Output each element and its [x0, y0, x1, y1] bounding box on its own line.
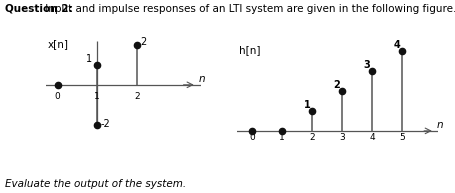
- Text: 0: 0: [55, 92, 60, 101]
- Text: 0: 0: [249, 133, 254, 142]
- Text: -2: -2: [100, 119, 110, 129]
- Text: h[n]: h[n]: [238, 45, 259, 55]
- Text: 2: 2: [134, 92, 140, 101]
- Text: Question 2:: Question 2:: [5, 4, 73, 14]
- Text: 4: 4: [368, 133, 374, 142]
- Text: 3: 3: [339, 133, 344, 142]
- Text: 3: 3: [363, 60, 369, 70]
- Text: 5: 5: [398, 133, 404, 142]
- Text: 2: 2: [333, 80, 339, 90]
- Text: n: n: [435, 120, 442, 130]
- Text: Input and impulse responses of an LTI system are given in the following figure.: Input and impulse responses of an LTI sy…: [42, 4, 455, 14]
- Text: 4: 4: [393, 40, 399, 50]
- Text: 2: 2: [308, 133, 314, 142]
- Text: Evaluate the output of the system.: Evaluate the output of the system.: [5, 179, 186, 190]
- Text: 1: 1: [94, 92, 100, 101]
- Text: n: n: [198, 74, 205, 84]
- Text: 2: 2: [140, 37, 146, 47]
- Text: 1: 1: [86, 54, 92, 64]
- Text: 1: 1: [278, 133, 284, 142]
- Text: 1: 1: [303, 100, 310, 110]
- Text: x[n]: x[n]: [47, 39, 68, 49]
